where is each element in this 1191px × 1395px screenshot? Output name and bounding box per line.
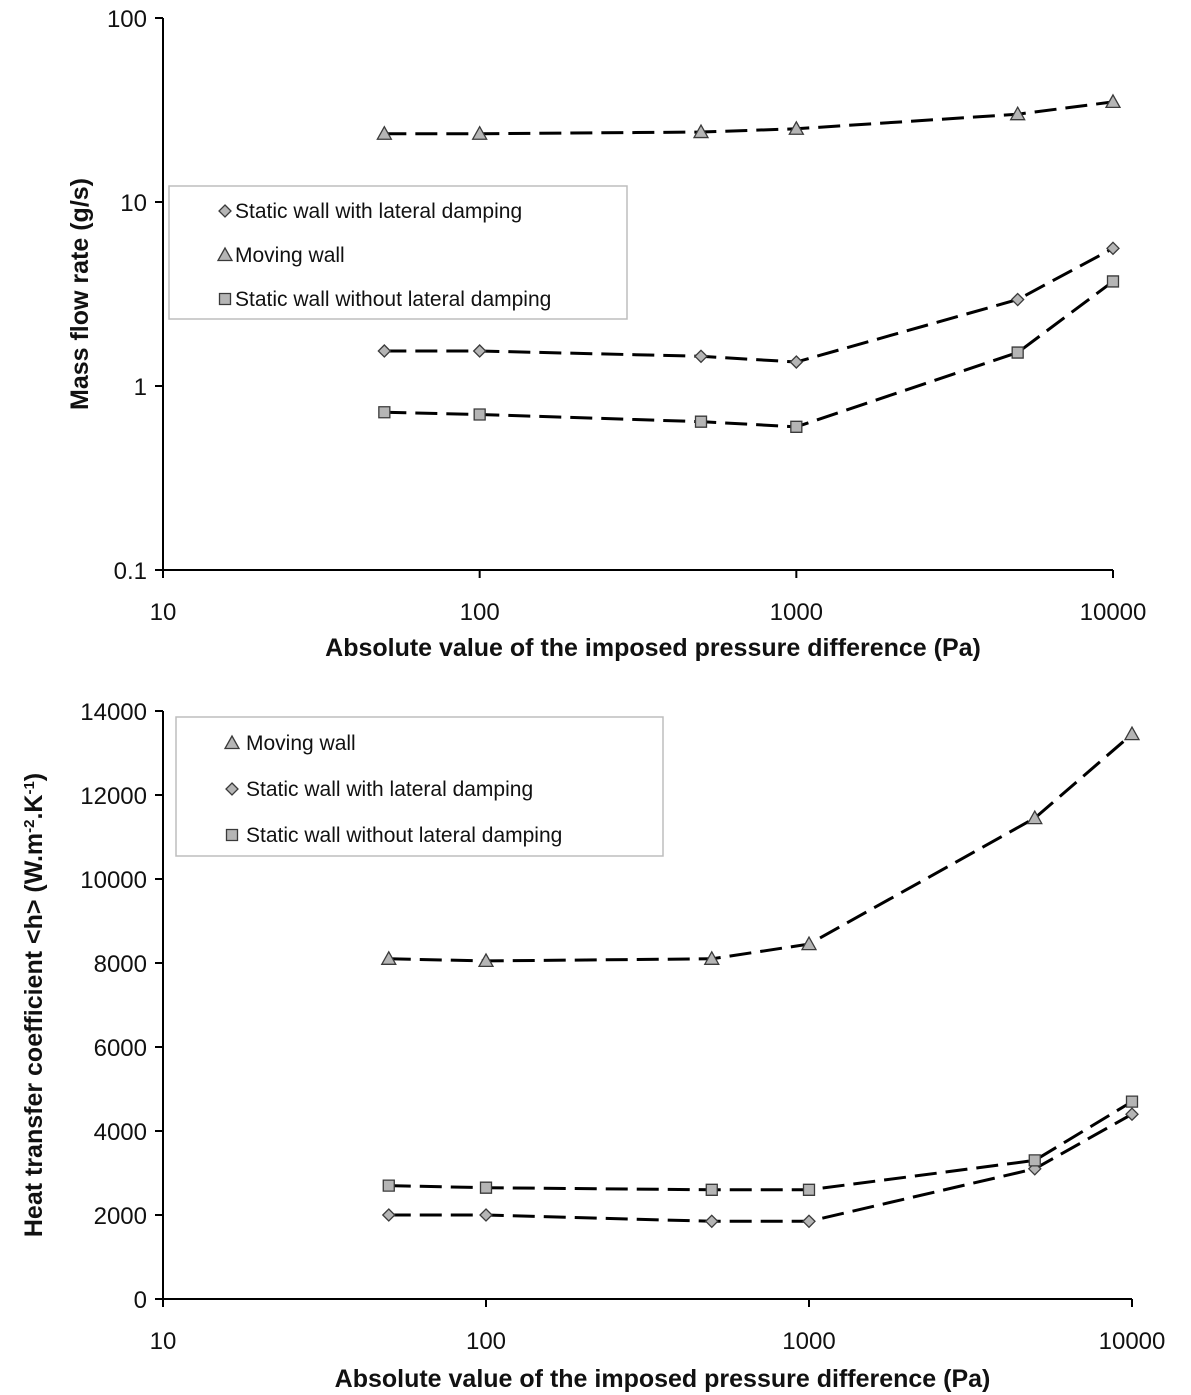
- data-point-triangle: [1026, 809, 1043, 825]
- data-point-diamond: [479, 1208, 493, 1222]
- series-line: [388, 732, 1133, 963]
- legend-label: Static wall with lateral damping: [235, 200, 522, 223]
- data-point-square: [382, 1179, 395, 1192]
- y-tick-label: 0: [134, 1287, 147, 1314]
- x-tick-label: 10: [150, 1328, 177, 1355]
- data-point-triangle: [376, 125, 393, 140]
- heat-transfer-chart: 10 100 1000 10000 0 2000 4000 6000 8000 10000 1200…: [20, 699, 1165, 1393]
- y-tick-label: 1: [134, 374, 147, 401]
- data-point-square: [1125, 1095, 1139, 1108]
- x-tick-label: 100: [460, 599, 500, 626]
- data-point-square: [802, 1183, 816, 1196]
- x-tick-label: 1000: [782, 1328, 835, 1355]
- legend: Moving wall Static wall with lateral damp…: [175, 716, 664, 857]
- legend-box: [168, 185, 628, 320]
- y-tick-label: 10: [120, 190, 147, 217]
- y-tick-label: 2000: [94, 1203, 147, 1230]
- data-point-triangle: [471, 125, 488, 140]
- data-point-diamond: [789, 355, 804, 369]
- y-axis-title-part: Heat transfer coefficient <h> (W.m: [20, 833, 48, 1237]
- data-point-diamond: [1106, 241, 1120, 256]
- x-tick-label: 10000: [1099, 1328, 1166, 1355]
- y-tick-label: 12000: [80, 783, 147, 810]
- data-point-square: [694, 415, 708, 428]
- data-point-triangle: [1104, 93, 1122, 109]
- series-square: [382, 1095, 1139, 1196]
- y-axis-title-part: ): [20, 773, 48, 781]
- series-triangle: [380, 725, 1141, 968]
- data-point-triangle: [703, 950, 720, 965]
- legend-marker-diamond: [218, 204, 232, 218]
- data-point-square: [790, 420, 803, 433]
- data-point-diamond: [802, 1214, 816, 1229]
- x-axis-title: Absolute value of the imposed pressure d…: [335, 1365, 991, 1393]
- data-point-triangle: [1123, 725, 1141, 741]
- legend-label: Static wall with lateral damping: [246, 778, 533, 801]
- data-point-square: [378, 406, 391, 419]
- data-point-diamond: [472, 344, 487, 358]
- series-line: [384, 280, 1114, 429]
- y-axis-title-superscript: -2: [21, 820, 38, 833]
- data-point-diamond: [381, 1208, 396, 1222]
- x-tick-label: 10: [150, 599, 177, 626]
- data-point-triangle: [800, 935, 818, 951]
- series-diamond: [377, 241, 1120, 369]
- legend-label: Moving wall: [235, 244, 345, 267]
- legend-marker-triangle: [223, 734, 241, 750]
- data-point-diamond: [1125, 1107, 1139, 1122]
- mass-flow-rate-chart: 10 100 1000 10000 0.1 1 10 100 Absolute value of…: [66, 6, 1146, 662]
- legend-marker-square: [218, 292, 232, 306]
- data-point-diamond: [377, 344, 392, 358]
- data-point-square: [1106, 275, 1120, 288]
- series-triangle: [376, 93, 1122, 140]
- y-tick-label: 10000: [80, 867, 147, 894]
- series-line: [384, 100, 1114, 136]
- data-point-diamond: [1010, 292, 1025, 307]
- data-point-triangle: [477, 952, 495, 968]
- y-tick-label: 14000: [80, 699, 147, 726]
- series-line: [388, 1112, 1133, 1223]
- series-square: [378, 275, 1120, 433]
- series-diamond: [381, 1107, 1139, 1229]
- data-point-diamond: [694, 349, 708, 364]
- y-axis-title: Heat transfer coefficient <h> (W.m-2.K-1…: [20, 773, 48, 1237]
- data-point-square: [473, 408, 486, 421]
- y-tick-label: 100: [107, 6, 147, 33]
- legend-marker-diamond: [225, 782, 239, 796]
- y-axis-title-superscript: -1: [21, 781, 38, 794]
- legend-label: Static wall without lateral damping: [235, 288, 551, 311]
- series-line: [388, 1100, 1133, 1192]
- y-tick-label: 4000: [94, 1119, 147, 1146]
- x-axis-title: Absolute value of the imposed pressure d…: [325, 634, 981, 662]
- data-point-square: [479, 1181, 493, 1194]
- x-tick-label: 100: [466, 1328, 506, 1355]
- data-point-triangle: [1009, 105, 1026, 121]
- data-point-triangle: [380, 950, 397, 965]
- y-axis-title-part: .K: [20, 795, 48, 820]
- x-tick-label: 1000: [770, 599, 823, 626]
- data-point-square: [1011, 346, 1024, 359]
- data-point-triangle: [692, 123, 710, 139]
- legend-marker-square: [225, 828, 239, 842]
- legend: Static wall with lateral damping Moving w…: [168, 185, 628, 320]
- data-point-square: [705, 1183, 718, 1196]
- series-line: [384, 247, 1114, 364]
- y-tick-label: 6000: [94, 1035, 147, 1062]
- x-tick-label: 10000: [1080, 599, 1147, 626]
- legend-label: Static wall without lateral damping: [246, 824, 562, 847]
- y-tick-label: 8000: [94, 951, 147, 978]
- legend-marker-triangle: [216, 246, 234, 262]
- data-point-diamond: [704, 1214, 719, 1229]
- data-point-square: [1028, 1154, 1041, 1167]
- y-tick-label: 0.1: [114, 558, 147, 585]
- legend-label: Moving wall: [246, 732, 356, 755]
- data-point-triangle: [788, 120, 805, 135]
- legend-box: [175, 716, 664, 857]
- y-axis-title: Mass flow rate (g/s): [66, 178, 94, 410]
